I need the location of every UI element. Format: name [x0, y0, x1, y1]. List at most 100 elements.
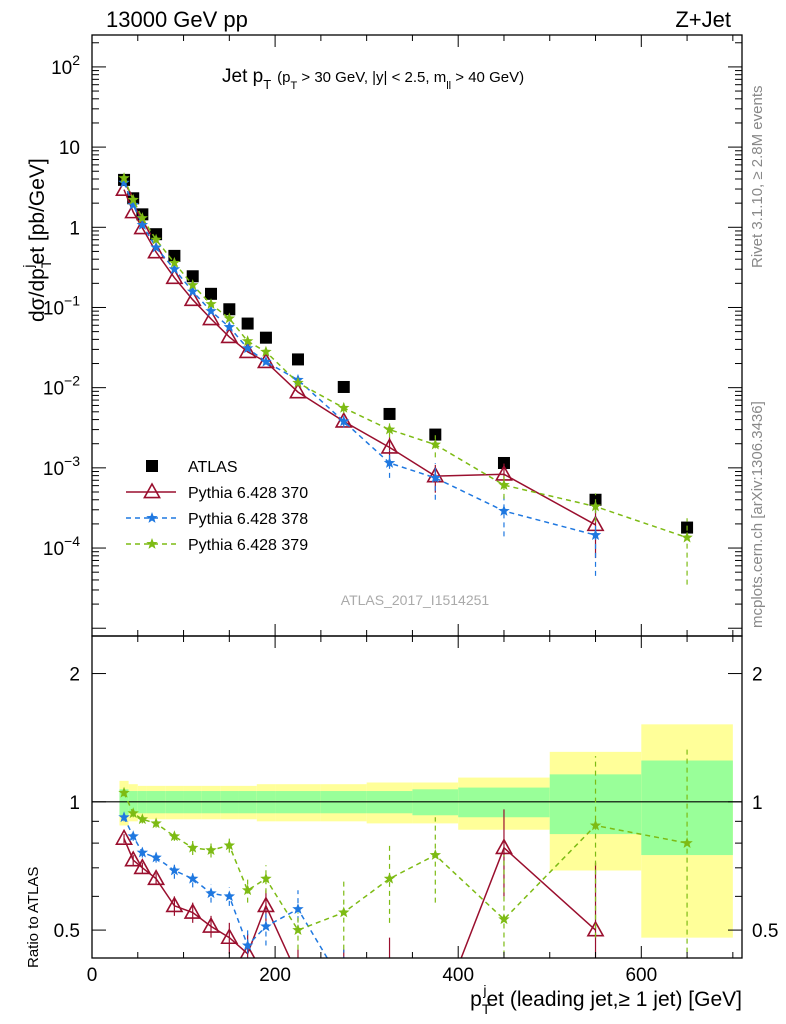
ratio-point-pythia-6-428-378: [150, 851, 162, 863]
ratio-point-pythia-6-428-370: [428, 1017, 443, 1024]
y-tick-label-main: 10: [59, 138, 80, 159]
ratio-point-pythia-6-428-370: [147, 869, 166, 886]
y-tick-label-main: 10−4: [43, 533, 80, 560]
legend-marker-pythia-6-428-370: [143, 482, 161, 499]
ratio-point-pythia-6-428-378: [118, 811, 130, 823]
series-line-pythia-6-428-379: [123, 177, 688, 539]
data-point-pythia-6-428-379: [223, 312, 236, 324]
ratio-point-pythia-6-428-370: [256, 896, 275, 913]
ratio-point-pythia-6-428-379: [292, 924, 304, 935]
ratio-line-pythia-6-428-378: [123, 816, 329, 958]
x-tick-label: 400: [442, 965, 474, 986]
x-tick-label: 600: [625, 965, 657, 986]
ratio-point-pythia-6-428-378: [136, 846, 149, 858]
ratio-point-pythia-6-428-379: [589, 819, 602, 831]
x-tick-label: 200: [259, 965, 291, 986]
y-tick-label-ratio-left: 0.5: [54, 921, 80, 942]
ratio-point-pythia-6-428-370: [290, 968, 305, 982]
ratio-panel-frame: [91, 635, 743, 959]
data-point-pythia-6-428-370: [133, 218, 152, 235]
legend-label-atlas: ATLAS: [188, 459, 238, 476]
ratio-point-pythia-6-428-378: [223, 890, 236, 902]
ratio-point-pythia-6-428-370: [115, 828, 134, 845]
legend-label-pythia-6-428-379: Pythia 6.428 379: [188, 537, 308, 554]
data-point-pythia-6-428-378: [589, 529, 602, 540]
data-point-pythia-6-428-379: [127, 193, 139, 205]
data-point-pythia-6-428-378: [118, 176, 130, 188]
data-point-atlas: [337, 380, 350, 393]
legend-marker-pythia-6-428-379: [146, 538, 158, 549]
data-point-pythia-6-428-379: [187, 279, 199, 290]
data-point-pythia-6-428-379: [260, 345, 272, 357]
ratio-point-pythia-6-428-379: [187, 841, 199, 853]
ratio-point-pythia-6-428-379: [168, 830, 181, 842]
ratio-point-pythia-6-428-378: [260, 920, 272, 932]
ratio-point-pythia-6-428-379: [383, 872, 396, 884]
data-point-pythia-6-428-378: [187, 285, 199, 297]
data-point-pythia-6-428-370: [165, 268, 184, 285]
ratio-point-pythia-6-428-379: [118, 786, 130, 798]
data-point-pythia-6-428-378: [383, 456, 396, 468]
legend-marker-atlas: [146, 460, 158, 472]
legend-label-pythia-6-428-378: Pythia 6.428 378: [188, 511, 308, 528]
analysis-id: ATLAS_2017_I1514251: [341, 592, 490, 608]
data-point-pythia-6-428-370: [183, 290, 202, 307]
y-tick-label-ratio-left: 2: [69, 665, 80, 686]
ratio-point-pythia-6-428-378: [292, 903, 304, 914]
ratio-point-pythia-6-428-379: [127, 807, 139, 819]
ratio-point-pythia-6-428-370: [124, 850, 143, 867]
legend: ATLAS Pythia 6.428 370 Pythia 6.428 378 Pyt…: [126, 459, 308, 554]
ratio-point-pythia-6-428-379: [338, 906, 350, 918]
ratio-point-pythia-6-428-379: [241, 884, 254, 896]
ratio-point-pythia-6-428-379: [260, 872, 272, 884]
data-point-pythia-6-428-378: [498, 504, 510, 516]
ratio-point-pythia-6-428-378: [127, 830, 139, 842]
ratio-point-pythia-6-428-378: [187, 872, 199, 884]
y-axis-label-main: dσ/dpTjet [pb/GeV]: [20, 158, 54, 322]
ratio-point-pythia-6-428-370: [133, 858, 152, 875]
x-tick-label: 0: [87, 965, 98, 986]
data-point-pythia-6-428-370: [220, 327, 239, 344]
y-tick-label-ratio-right: 0.5: [752, 921, 778, 942]
ratio-point-pythia-6-428-379: [429, 849, 442, 860]
y-tick-label-main: 102: [51, 52, 80, 79]
ratio-point-pythia-6-428-370: [165, 896, 184, 913]
data-point-pythia-6-428-379: [292, 376, 304, 388]
ratio-uncertainty-bands: [92, 724, 742, 938]
data-point-pythia-6-428-378: [260, 355, 272, 367]
series-line-pythia-6-428-370: [123, 189, 596, 526]
ratio-point-pythia-6-428-379: [150, 817, 162, 829]
ratio-point-pythia-6-428-378: [241, 939, 254, 951]
ratio-point-pythia-6-428-370: [202, 916, 220, 933]
data-point-atlas: [223, 303, 236, 316]
data-point-pythia-6-428-379: [498, 479, 510, 490]
y-tick-label-ratio-right: 2: [752, 665, 763, 686]
data-point-pythia-6-428-378: [338, 415, 350, 427]
y-tick-label-main: 10−2: [43, 373, 80, 400]
ratio-point-pythia-6-428-378: [168, 864, 181, 876]
ratio-point-pythia-6-428-370: [239, 944, 256, 958]
ratio-point-pythia-6-428-370: [220, 928, 239, 945]
data-point-pythia-6-428-378: [223, 321, 236, 332]
ratio-point-pythia-6-428-378: [205, 887, 217, 899]
ratio-point-pythia-6-428-370: [336, 978, 351, 992]
x-axis-label: pTjet (leading jet,≥ 1 jet) [GeV]: [470, 982, 742, 1017]
data-point-atlas: [429, 428, 442, 441]
data-point-pythia-6-428-370: [380, 437, 399, 454]
data-point-pythia-6-428-379: [136, 212, 149, 223]
series-line-pythia-6-428-378: [123, 182, 596, 536]
ratio-point-pythia-6-428-379: [223, 839, 236, 851]
y-tick-label-ratio-left: 1: [69, 793, 80, 814]
data-point-pythia-6-428-378: [127, 198, 139, 210]
ratio-point-pythia-6-428-370: [183, 902, 202, 919]
ratio-panel-data: [115, 746, 693, 1024]
ratio-point-pythia-6-428-370: [382, 973, 397, 987]
data-point-pythia-6-428-379: [338, 401, 350, 413]
data-point-pythia-6-428-379: [241, 335, 254, 347]
data-point-atlas: [186, 270, 199, 283]
y-axis-label-ratio: Ratio to ATLAS: [25, 867, 42, 968]
data-point-pythia-6-428-370: [147, 242, 166, 259]
ratio-point-pythia-6-428-379: [498, 913, 510, 925]
ratio-point-pythia-6-428-379: [681, 837, 693, 848]
data-point-pythia-6-428-378: [168, 263, 181, 275]
